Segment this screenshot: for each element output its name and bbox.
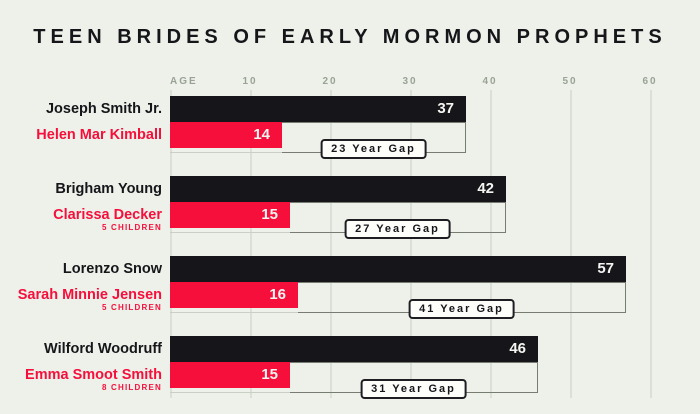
husband-age-value: 42 [477, 180, 494, 197]
husband-age-value: 46 [509, 340, 526, 357]
husband-label-column: Wilford Woodruff [0, 336, 170, 362]
gap-bracket: 31 Year Gap [290, 362, 538, 399]
axis-tick-label: 10 [242, 76, 258, 87]
husband-age-bar: 42 [170, 176, 506, 202]
wife-bar-area: 14 23 Year Gap [170, 122, 700, 159]
prophet-group: Brigham Young 42 Clarissa Decker 5 CHILD… [0, 176, 700, 256]
wife-bar-area: 16 41 Year Gap [170, 282, 700, 319]
husband-label-column: Joseph Smith Jr. [0, 96, 170, 122]
children-count-label: 5 CHILDREN [101, 223, 162, 232]
wife-bar-area: 15 31 Year Gap [170, 362, 700, 399]
wife-label-column: Sarah Minnie Jensen 5 CHILDREN [0, 282, 170, 312]
gap-label-badge: 27 Year Gap [344, 219, 451, 239]
wife-label-column: Clarissa Decker 5 CHILDREN [0, 202, 170, 232]
prophet-group: Wilford Woodruff 46 Emma Smoot Smith 8 C… [0, 336, 700, 414]
bar-groups: Joseph Smith Jr. 37 Helen Mar Kimball 14… [0, 96, 700, 414]
husband-bar-area: 42 [170, 176, 700, 202]
gap-baseline [170, 392, 290, 393]
gap-label-badge: 41 Year Gap [408, 299, 515, 319]
gap-label-badge: 31 Year Gap [360, 379, 467, 399]
husband-name: Wilford Woodruff [44, 341, 162, 357]
wife-row: Helen Mar Kimball 14 23 Year Gap [0, 122, 700, 159]
wife-age-value: 15 [261, 206, 278, 223]
axis-tick-label: 30 [402, 76, 418, 87]
husband-age-value: 37 [437, 100, 454, 117]
chart-title: TEEN BRIDES OF EARLY MORMON PROPHETS [33, 26, 667, 48]
gap-bracket: 41 Year Gap [298, 282, 626, 319]
wife-bar-area: 15 27 Year Gap [170, 202, 700, 239]
gridline [570, 90, 572, 398]
husband-bar-area: 37 [170, 96, 700, 122]
husband-bar-area: 46 [170, 336, 700, 362]
wife-age-bar: 16 [170, 282, 298, 308]
gridline [490, 90, 492, 398]
wife-row: Clarissa Decker 5 CHILDREN 15 27 Year Ga… [0, 202, 700, 239]
gap-baseline [170, 232, 290, 233]
wife-row: Emma Smoot Smith 8 CHILDREN 15 31 Year G… [0, 362, 700, 399]
wife-age-bar: 14 [170, 122, 282, 148]
wife-label-column: Emma Smoot Smith 8 CHILDREN [0, 362, 170, 392]
husband-row: Wilford Woodruff 46 [0, 336, 700, 362]
axis-tick-label: 20 [322, 76, 338, 87]
axis-age-label: AGE [170, 76, 198, 87]
prophet-group: Lorenzo Snow 57 Sarah Minnie Jensen 5 CH… [0, 256, 700, 336]
gap-bracket: 23 Year Gap [282, 122, 466, 159]
gap-baseline [170, 312, 298, 313]
wife-age-bar: 15 [170, 362, 290, 388]
gridline [650, 90, 652, 398]
children-count-label: 5 CHILDREN [101, 303, 162, 312]
wife-label-column: Helen Mar Kimball [0, 122, 170, 148]
axis-tick-label: 60 [642, 76, 658, 87]
husband-age-bar: 37 [170, 96, 466, 122]
gap-baseline [170, 152, 282, 153]
husband-name: Lorenzo Snow [62, 261, 162, 277]
axis-row: AGE 10 20 30 40 50 60 [0, 76, 700, 88]
wife-age-value: 16 [269, 286, 286, 303]
wife-name: Sarah Minnie Jensen [17, 287, 162, 303]
wife-age-value: 14 [253, 126, 270, 143]
gridline [170, 90, 172, 398]
husband-age-bar: 46 [170, 336, 538, 362]
husband-age-value: 57 [597, 260, 614, 277]
husband-row: Joseph Smith Jr. 37 [0, 96, 700, 122]
gridline [410, 90, 412, 398]
husband-bar-area: 57 [170, 256, 700, 282]
wife-row: Sarah Minnie Jensen 5 CHILDREN 16 41 Yea… [0, 282, 700, 319]
wife-age-value: 15 [261, 366, 278, 383]
husband-row: Lorenzo Snow 57 [0, 256, 700, 282]
gridline [250, 90, 252, 398]
wife-name: Emma Smoot Smith [25, 367, 162, 383]
husband-name: Brigham Young [55, 181, 162, 197]
wife-name: Helen Mar Kimball [36, 127, 162, 143]
prophet-group: Joseph Smith Jr. 37 Helen Mar Kimball 14… [0, 96, 700, 176]
husband-label-column: Brigham Young [0, 176, 170, 202]
gap-bracket: 27 Year Gap [290, 202, 506, 239]
wife-name: Clarissa Decker [53, 207, 162, 223]
wife-age-bar: 15 [170, 202, 290, 228]
axis-tick-label: 40 [482, 76, 498, 87]
husband-age-bar: 57 [170, 256, 626, 282]
gap-label-badge: 23 Year Gap [320, 139, 427, 159]
gridline [330, 90, 332, 398]
husband-row: Brigham Young 42 [0, 176, 700, 202]
husband-name: Joseph Smith Jr. [45, 101, 162, 117]
children-count-label: 8 CHILDREN [101, 383, 162, 392]
axis-tick-label: 50 [562, 76, 578, 87]
husband-label-column: Lorenzo Snow [0, 256, 170, 282]
